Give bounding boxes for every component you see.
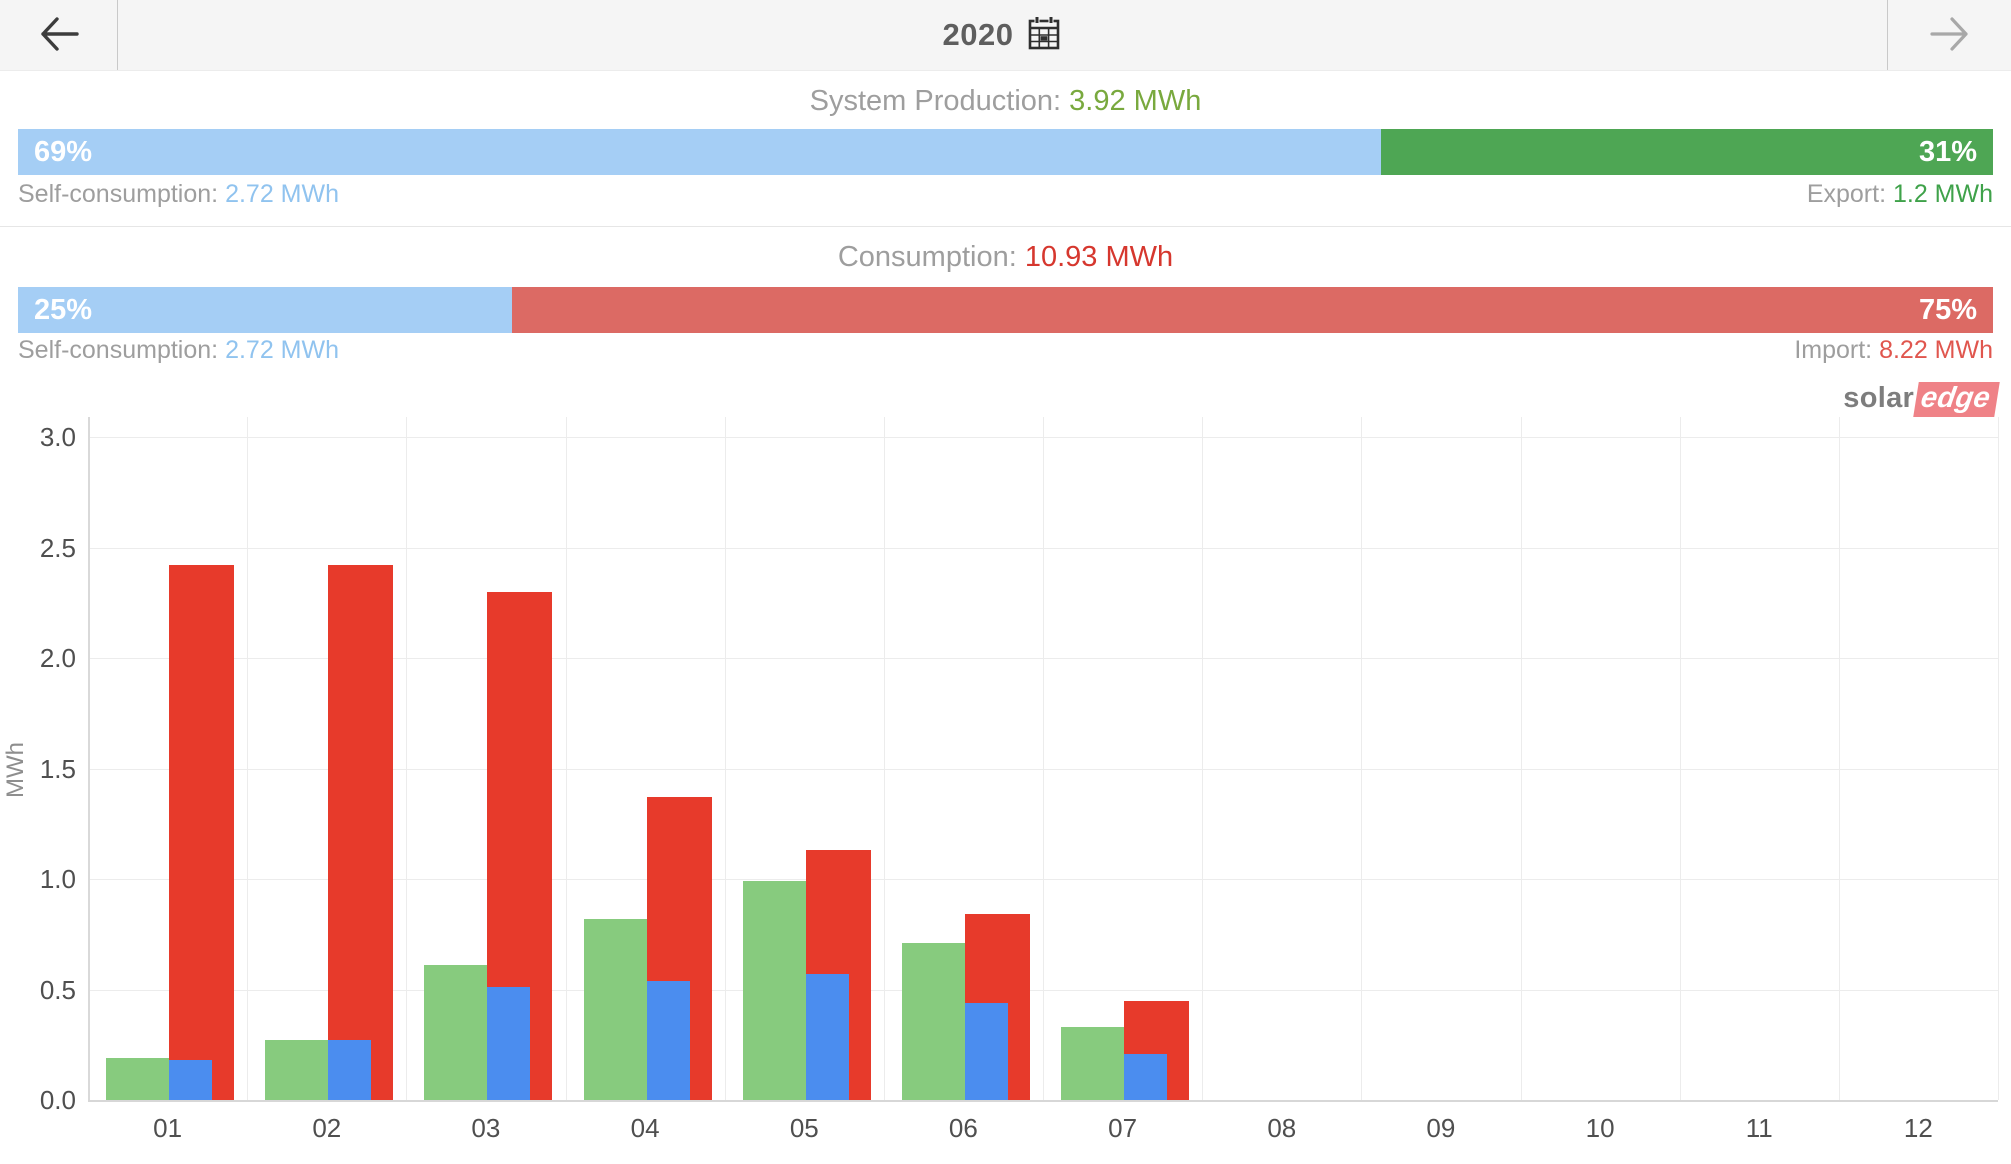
y-axis-line: [88, 417, 90, 1100]
gridline-vertical: [883, 417, 885, 1100]
production-self-consumption-text: Self-consumption: 2.72 MWh: [18, 180, 339, 209]
arrow-left-icon: [37, 16, 81, 55]
consumption-bar-labels: Self-consumption: 2.72 MWh Import: 8.22 …: [18, 336, 1993, 365]
bar-production-01[interactable]: [106, 1058, 169, 1100]
bar-self-consumption-03[interactable]: [487, 987, 531, 1100]
x-axis-label-07: 07: [1108, 1113, 1138, 1143]
gridline-vertical: [1679, 417, 1681, 1100]
bar-consumption-02[interactable]: [328, 565, 394, 1100]
export-label: Export:: [1806, 180, 1887, 208]
self-consumption-label: Self-consumption:: [18, 180, 219, 208]
consumption-import-percent: 75%: [1918, 293, 1977, 326]
y-axis-tick-label: 0.0: [39, 1085, 76, 1115]
self-consumption-value: 2.72 MWh: [225, 336, 339, 364]
bar-production-04[interactable]: [583, 918, 647, 1100]
production-self-percent: 69%: [34, 135, 93, 168]
consumption-value: 10.93 MWh: [1024, 241, 1174, 273]
self-consumption-value: 2.72 MWh: [225, 180, 339, 208]
arrow-right-icon: [1928, 16, 1972, 55]
section-divider-1: [0, 226, 2011, 227]
previous-year-button[interactable]: [0, 0, 117, 70]
y-axis-tick-label: 2.5: [39, 532, 76, 563]
y-axis-tick-label: 0.5: [39, 974, 76, 1005]
x-axis-label-10: 10: [1585, 1113, 1615, 1143]
production-split-bar: 69% 31%: [18, 129, 1993, 175]
bar-self-consumption-07[interactable]: [1124, 1053, 1167, 1100]
x-axis-label-04: 04: [630, 1113, 660, 1143]
self-consumption-label: Self-consumption:: [18, 336, 219, 364]
header-divider-right: [1887, 0, 1888, 70]
x-axis-label-08: 08: [1267, 1113, 1297, 1143]
gridline-vertical: [565, 417, 567, 1100]
bar-production-05[interactable]: [742, 881, 806, 1100]
consumption-self-consumption-segment: 25%: [18, 287, 512, 333]
x-axis-label-03: 03: [471, 1113, 501, 1143]
consumption-self-consumption-text: Self-consumption: 2.72 MWh: [18, 336, 339, 365]
gridline-vertical: [724, 417, 726, 1100]
gridline-vertical: [1520, 417, 1522, 1100]
consumption-split-bar: 25% 75%: [18, 287, 1993, 333]
system-production-value: 3.92 MWh: [1069, 85, 1202, 117]
gridline-vertical: [1202, 417, 1204, 1100]
gridline-vertical: [1998, 417, 1999, 1100]
x-axis-label-09: 09: [1426, 1113, 1456, 1143]
bar-production-07[interactable]: [1061, 1027, 1124, 1100]
logo-solar-text: solar: [1843, 382, 1915, 414]
export-value: 1.2 MWh: [1892, 180, 1993, 208]
monthly-bar-chart: 0.0 0.5 1.0 1.5 2.0 2.5 3.0 01 02 03 04 05 06 07 08 09 1…: [0, 376, 2011, 1164]
selected-year-label: 2020: [942, 17, 1014, 52]
consumption-import-segment: 75%: [511, 287, 1993, 333]
bar-self-consumption-05[interactable]: [805, 974, 849, 1100]
system-production-title: System Production: 3.92 MWh: [0, 85, 2011, 118]
system-production-label: System Production:: [809, 85, 1062, 117]
gridline-vertical: [1043, 417, 1044, 1100]
gridline-vertical: [406, 417, 408, 1100]
production-export-text: Export: 1.2 MWh: [1807, 180, 1993, 209]
next-year-button[interactable]: [1888, 0, 2011, 70]
y-axis-tick-label: 2.0: [39, 643, 76, 673]
x-axis-label-01: 01: [153, 1113, 183, 1143]
gridline-vertical: [1361, 417, 1363, 1100]
import-value: 8.22 MWh: [1879, 336, 1993, 364]
gridline-vertical: [1838, 417, 1840, 1100]
header-bar: 2020: [0, 0, 2011, 71]
y-axis-tick-label: 1.5: [39, 753, 76, 784]
x-axis-label-02: 02: [312, 1113, 342, 1143]
production-self-consumption-segment: 69%: [18, 129, 1381, 175]
x-axis-label-11: 11: [1745, 1113, 1773, 1143]
y-axis-tick-label: 1.0: [39, 864, 76, 894]
gridline-vertical: [247, 417, 249, 1100]
consumption-label: Consumption:: [837, 241, 1017, 273]
consumption-import-text: Import: 8.22 MWh: [1794, 336, 1993, 365]
x-axis-label-12: 12: [1903, 1113, 1933, 1143]
solaredge-logo: solar edge: [1843, 382, 2000, 417]
x-axis-label-05: 05: [789, 1113, 819, 1143]
production-bar-labels: Self-consumption: 2.72 MWh Export: 1.2 M…: [18, 180, 1993, 209]
production-export-segment: 31%: [1380, 129, 1993, 175]
import-label: Import:: [1794, 336, 1873, 364]
bar-production-03[interactable]: [424, 965, 488, 1100]
energy-chart-section: solar edge MWh 0.0 0.5 1.0 1.5 2.0 2.5 3.0 01 02 0…: [0, 376, 2011, 1164]
calendar-icon: [1027, 15, 1061, 56]
bar-production-06[interactable]: [901, 943, 965, 1100]
x-axis-line: [88, 1100, 1998, 1102]
x-axis-label-06: 06: [948, 1113, 978, 1143]
consumption-title: Consumption: 10.93 MWh: [0, 241, 2011, 274]
header-divider-left: [117, 0, 118, 70]
bar-production-02[interactable]: [265, 1040, 329, 1100]
date-picker-button[interactable]: 2020: [117, 0, 1887, 70]
bar-self-consumption-06[interactable]: [964, 1002, 1008, 1100]
production-export-percent: 31%: [1918, 135, 1977, 168]
bar-self-consumption-04[interactable]: [646, 980, 690, 1100]
y-axis-tick-label: 3.0: [39, 422, 76, 452]
bar-consumption-01[interactable]: [169, 565, 234, 1100]
bar-self-consumption-01[interactable]: [169, 1060, 212, 1100]
consumption-self-percent: 25%: [34, 293, 93, 326]
bar-self-consumption-02[interactable]: [328, 1040, 372, 1100]
